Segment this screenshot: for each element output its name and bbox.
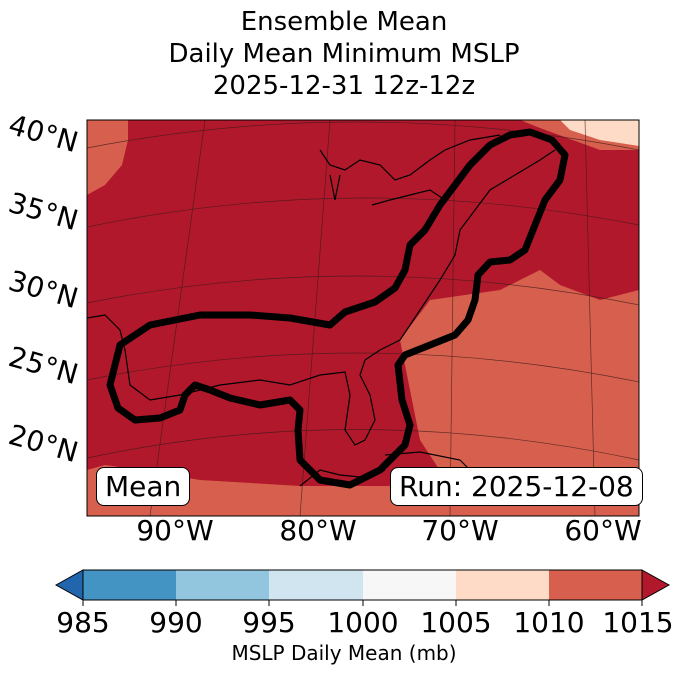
colorbar-tick-1015: 1015 xyxy=(602,606,674,639)
colorbar-tick-1005: 1005 xyxy=(420,606,492,639)
colorbar-segment-990-995 xyxy=(176,570,269,600)
colorbar-segment-1000-1005 xyxy=(363,570,456,600)
colorbar-label: MSLP Daily Mean (mb) xyxy=(231,641,457,665)
colorbar-tick-995: 995 xyxy=(242,606,296,639)
mean-label: Mean xyxy=(96,467,191,506)
map-frame xyxy=(86,119,640,517)
colorbar-tick-990: 990 xyxy=(149,606,203,639)
lon-label-60w: 60°W xyxy=(564,514,642,547)
colorbar-tick-1000: 1000 xyxy=(327,606,399,639)
colorbar-extend-high xyxy=(641,569,671,601)
run-label: Run: 2025-12-08 xyxy=(390,467,643,506)
title-line-1: Ensemble Mean xyxy=(240,7,448,37)
colorbar-segment-995-1000 xyxy=(269,570,363,600)
mean-contour-outline xyxy=(106,128,569,489)
colorbar-extend-low xyxy=(54,569,84,601)
lon-label-90w: 90°W xyxy=(136,514,214,547)
title-line-2: Daily Mean Minimum MSLP xyxy=(168,39,520,69)
colorbar-segment-985-990 xyxy=(83,570,176,600)
lon-label-80w: 80°W xyxy=(279,514,357,547)
colorbar-tick-985: 985 xyxy=(56,606,110,639)
colorbar-tick-1010: 1010 xyxy=(513,606,585,639)
colorbar-segment-1010-1015 xyxy=(549,570,642,600)
title-line-3: 2025-12-31 12z-12z xyxy=(212,71,476,101)
mslp-map xyxy=(86,119,640,517)
colorbar-segment-1005-1010 xyxy=(456,570,549,600)
colorbar-ticks xyxy=(82,600,643,606)
band-1000-1005 xyxy=(560,120,639,146)
lon-label-70w: 70°W xyxy=(421,514,499,547)
